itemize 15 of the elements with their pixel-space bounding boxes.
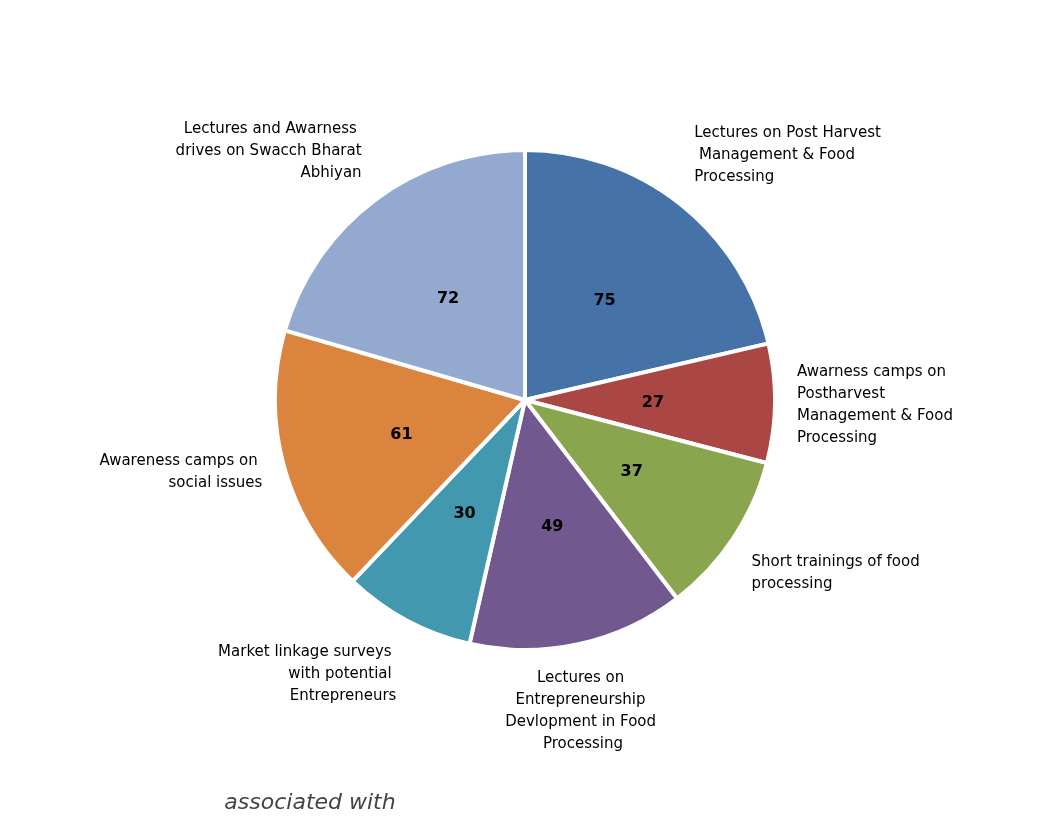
slice-label: Lectures on Post Harvest Management & Food Processing [694, 123, 881, 186]
slice-label: Market linkage surveys with potential Entrepreneurs [218, 641, 397, 704]
slice-label: Lectures on Entrepreneurship Devlopment in Food Processing [505, 667, 661, 752]
data-label: 49 [541, 515, 564, 535]
data-label: 27 [641, 392, 665, 412]
data-label: 72 [436, 288, 460, 308]
text: associated with [224, 788, 396, 814]
data-label: 30 [453, 503, 476, 523]
slice-label: Awarness camps on Postharvest Management & Food Processing [796, 361, 958, 446]
data-label: 37 [620, 461, 643, 481]
data-label: 75 [593, 290, 616, 310]
slice-label: Short trainings of food processing [751, 552, 925, 593]
slice-label: Lectures and Awarness drives on Swacch Bharat Abhiyan [175, 118, 362, 181]
slice-label: Awareness camps on social issues [99, 450, 263, 491]
data-label: 61 [390, 423, 413, 443]
